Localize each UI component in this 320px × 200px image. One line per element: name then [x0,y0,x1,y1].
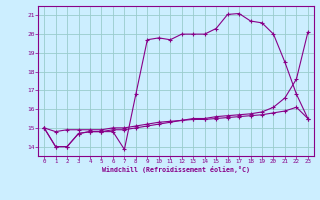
X-axis label: Windchill (Refroidissement éolien,°C): Windchill (Refroidissement éolien,°C) [102,166,250,173]
